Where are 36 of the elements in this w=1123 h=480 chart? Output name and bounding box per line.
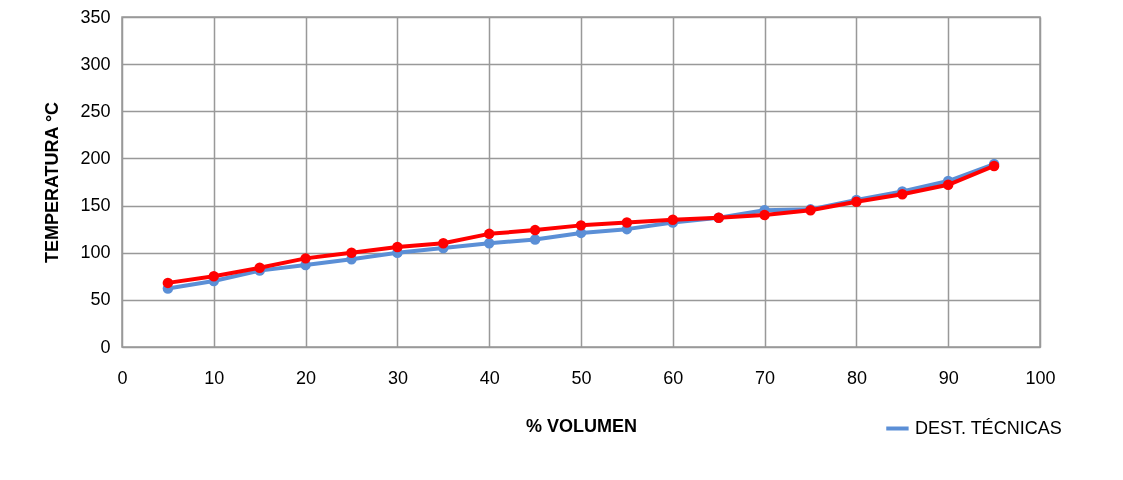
- y-tick-label: 100: [80, 242, 111, 263]
- y-tick-label: 200: [80, 147, 111, 168]
- point: [438, 238, 449, 249]
- point: [392, 241, 403, 253]
- x-tick-label: 90: [938, 367, 959, 388]
- point: [208, 271, 220, 282]
- x-axis-title: % VOLUMEN: [525, 415, 638, 436]
- y-tick-label: 50: [90, 289, 111, 310]
- point: [759, 209, 770, 221]
- x-tick-label: 20: [296, 367, 317, 388]
- x-tick-label: 80: [846, 367, 867, 388]
- x-tick-label: 10: [204, 367, 225, 388]
- point: [621, 217, 633, 228]
- y-tick-label: 0: [100, 336, 111, 357]
- x-tick-label: 100: [1025, 367, 1056, 388]
- y-tick-label: 300: [80, 53, 111, 74]
- x-tick-label: 50: [571, 367, 592, 388]
- point: [942, 179, 954, 191]
- x-tick-label: 40: [479, 367, 500, 388]
- point: [483, 228, 495, 240]
- point: [575, 220, 587, 231]
- y-axis-title: TEMPERATURA °C: [42, 101, 63, 264]
- y-tick-label: 350: [80, 6, 111, 27]
- y-tick-label: 150: [80, 195, 111, 216]
- x-tick-label: 60: [663, 367, 684, 388]
- x-tick-label: 30: [387, 367, 408, 388]
- y-tick-label: 250: [80, 100, 111, 121]
- x-tick-label: 0: [117, 367, 128, 388]
- point: [300, 253, 311, 264]
- point: [483, 238, 495, 249]
- point: [346, 247, 357, 258]
- point: [162, 277, 174, 289]
- x-tick-label: 70: [755, 367, 776, 388]
- point: [529, 234, 541, 245]
- legend-label: DEST. TÉCNICAS: [914, 417, 1062, 438]
- point: [529, 224, 541, 236]
